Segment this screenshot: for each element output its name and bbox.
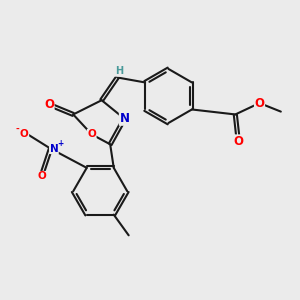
Text: O: O <box>233 135 243 148</box>
Bar <box>21 131 28 137</box>
Bar <box>88 131 95 137</box>
Text: O: O <box>38 171 46 182</box>
Text: O: O <box>87 129 96 140</box>
Text: O: O <box>254 97 265 110</box>
Text: -: - <box>16 125 20 134</box>
Bar <box>121 116 128 122</box>
Text: O: O <box>44 98 54 111</box>
Bar <box>46 101 52 108</box>
Text: +: + <box>57 139 64 148</box>
Bar <box>50 146 57 152</box>
Text: O: O <box>20 129 29 140</box>
Text: N: N <box>119 112 129 125</box>
Bar <box>38 173 46 180</box>
Text: N: N <box>50 144 58 154</box>
Text: H: H <box>115 66 123 76</box>
Bar <box>256 100 263 106</box>
Bar <box>235 136 242 142</box>
